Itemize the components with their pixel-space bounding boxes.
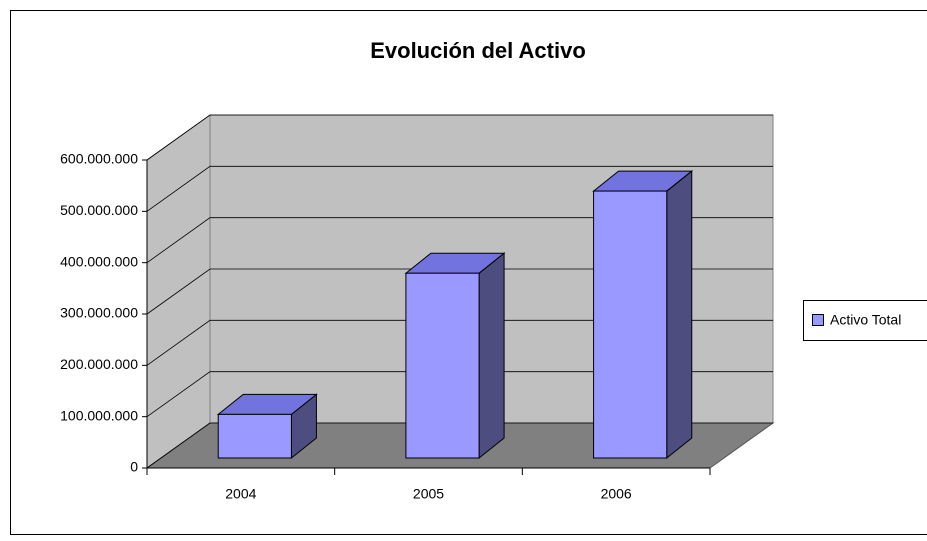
bar xyxy=(593,190,668,459)
legend-box xyxy=(803,300,927,341)
bar-side xyxy=(666,170,693,460)
y-tick-label: 200.000.000 xyxy=(60,356,138,372)
grid-line xyxy=(146,319,773,366)
legend-label: Activo Total xyxy=(830,312,901,328)
grid-line xyxy=(146,371,773,417)
bar xyxy=(217,413,292,459)
x-tick-label: 2004 xyxy=(225,486,256,502)
y-tick-label: 100.000.000 xyxy=(60,407,138,423)
y-tick-label: 500.000.000 xyxy=(60,202,138,218)
chart-title: Evolución del Activo xyxy=(370,38,586,63)
y-tick-label: 300.000.000 xyxy=(60,305,138,321)
bar-side xyxy=(478,252,505,460)
x-tick-label: 2005 xyxy=(413,486,444,502)
x-tick-label: 2006 xyxy=(601,486,632,502)
legend-swatch xyxy=(812,314,824,326)
bar xyxy=(405,272,480,459)
grid-line xyxy=(146,114,773,161)
y-tick-label: 600.000.000 xyxy=(60,151,138,167)
y-tick-label: 400.000.000 xyxy=(60,253,138,269)
grid-line xyxy=(146,165,773,212)
y-tick-label: 0 xyxy=(130,459,138,475)
grid-line xyxy=(146,217,773,263)
grid-line xyxy=(146,422,773,469)
grid-line xyxy=(146,268,773,315)
